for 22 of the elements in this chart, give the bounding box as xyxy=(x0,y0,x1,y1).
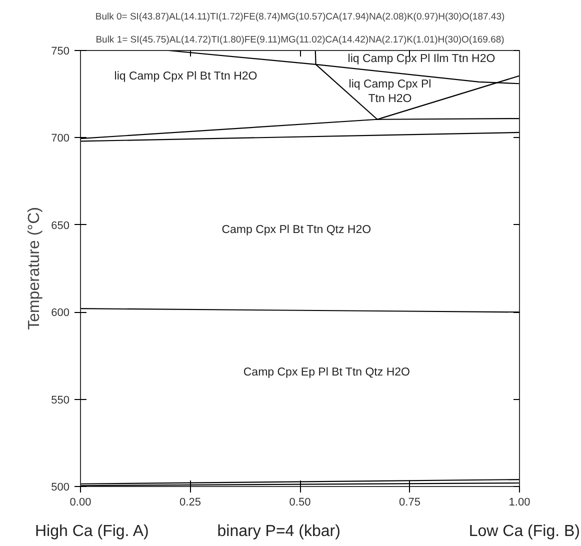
annotation: Camp Cpx Ep Pl Bt Ttn Qtz H2O xyxy=(243,366,410,378)
y-tick-label: 550 xyxy=(51,394,70,406)
x-tick-label: 0.50 xyxy=(289,496,311,508)
y-tick-label: 600 xyxy=(51,307,70,320)
annotation: liq Camp Cpx Pl Ttn H2O xyxy=(348,78,432,106)
annotation: liq Camp Cpx Pl Ilm Ttn H2O xyxy=(348,53,496,66)
y-axis-title: Temperature (°C) xyxy=(26,207,44,330)
y-tick-label: 500 xyxy=(51,482,70,494)
y-tick-label: 650 xyxy=(51,220,70,232)
y-tick-label: 700 xyxy=(51,132,70,145)
x-tick-label: 0.25 xyxy=(180,496,201,508)
text: High Ca (Fig. A) xyxy=(35,522,149,542)
chart-subtitle: Bulk 1= SI(45.75)AL(14.72)TI(1.80)FE(9.11)MG(11.02)CA(14.42)NA(2.17)K(1.01)H(30)O(169.68) xyxy=(96,34,504,46)
annotation: Camp Cpx Pl Bt Ttn Qtz H2O xyxy=(222,224,372,236)
x-tick-label: 0.75 xyxy=(399,496,420,508)
x-tick-label: 0.00 xyxy=(70,496,92,508)
y-tick-label: 750 xyxy=(51,46,70,58)
x-axis-title: binary P=4 (kbar) xyxy=(217,522,340,542)
annotation: liq Camp Cpx Pl Bt Ttn H2O xyxy=(114,70,258,83)
chart-title: Bulk 0= SI(43.87)AL(14.11)TI(1.72)FE(8.74)MG(10.57)CA(17.94)NA(2.08)K(0.97)H(30)O(187.43) xyxy=(95,12,505,22)
text: Low Ca (Fig. B) xyxy=(468,522,580,542)
x-tick-label: 1.00 xyxy=(508,496,530,508)
